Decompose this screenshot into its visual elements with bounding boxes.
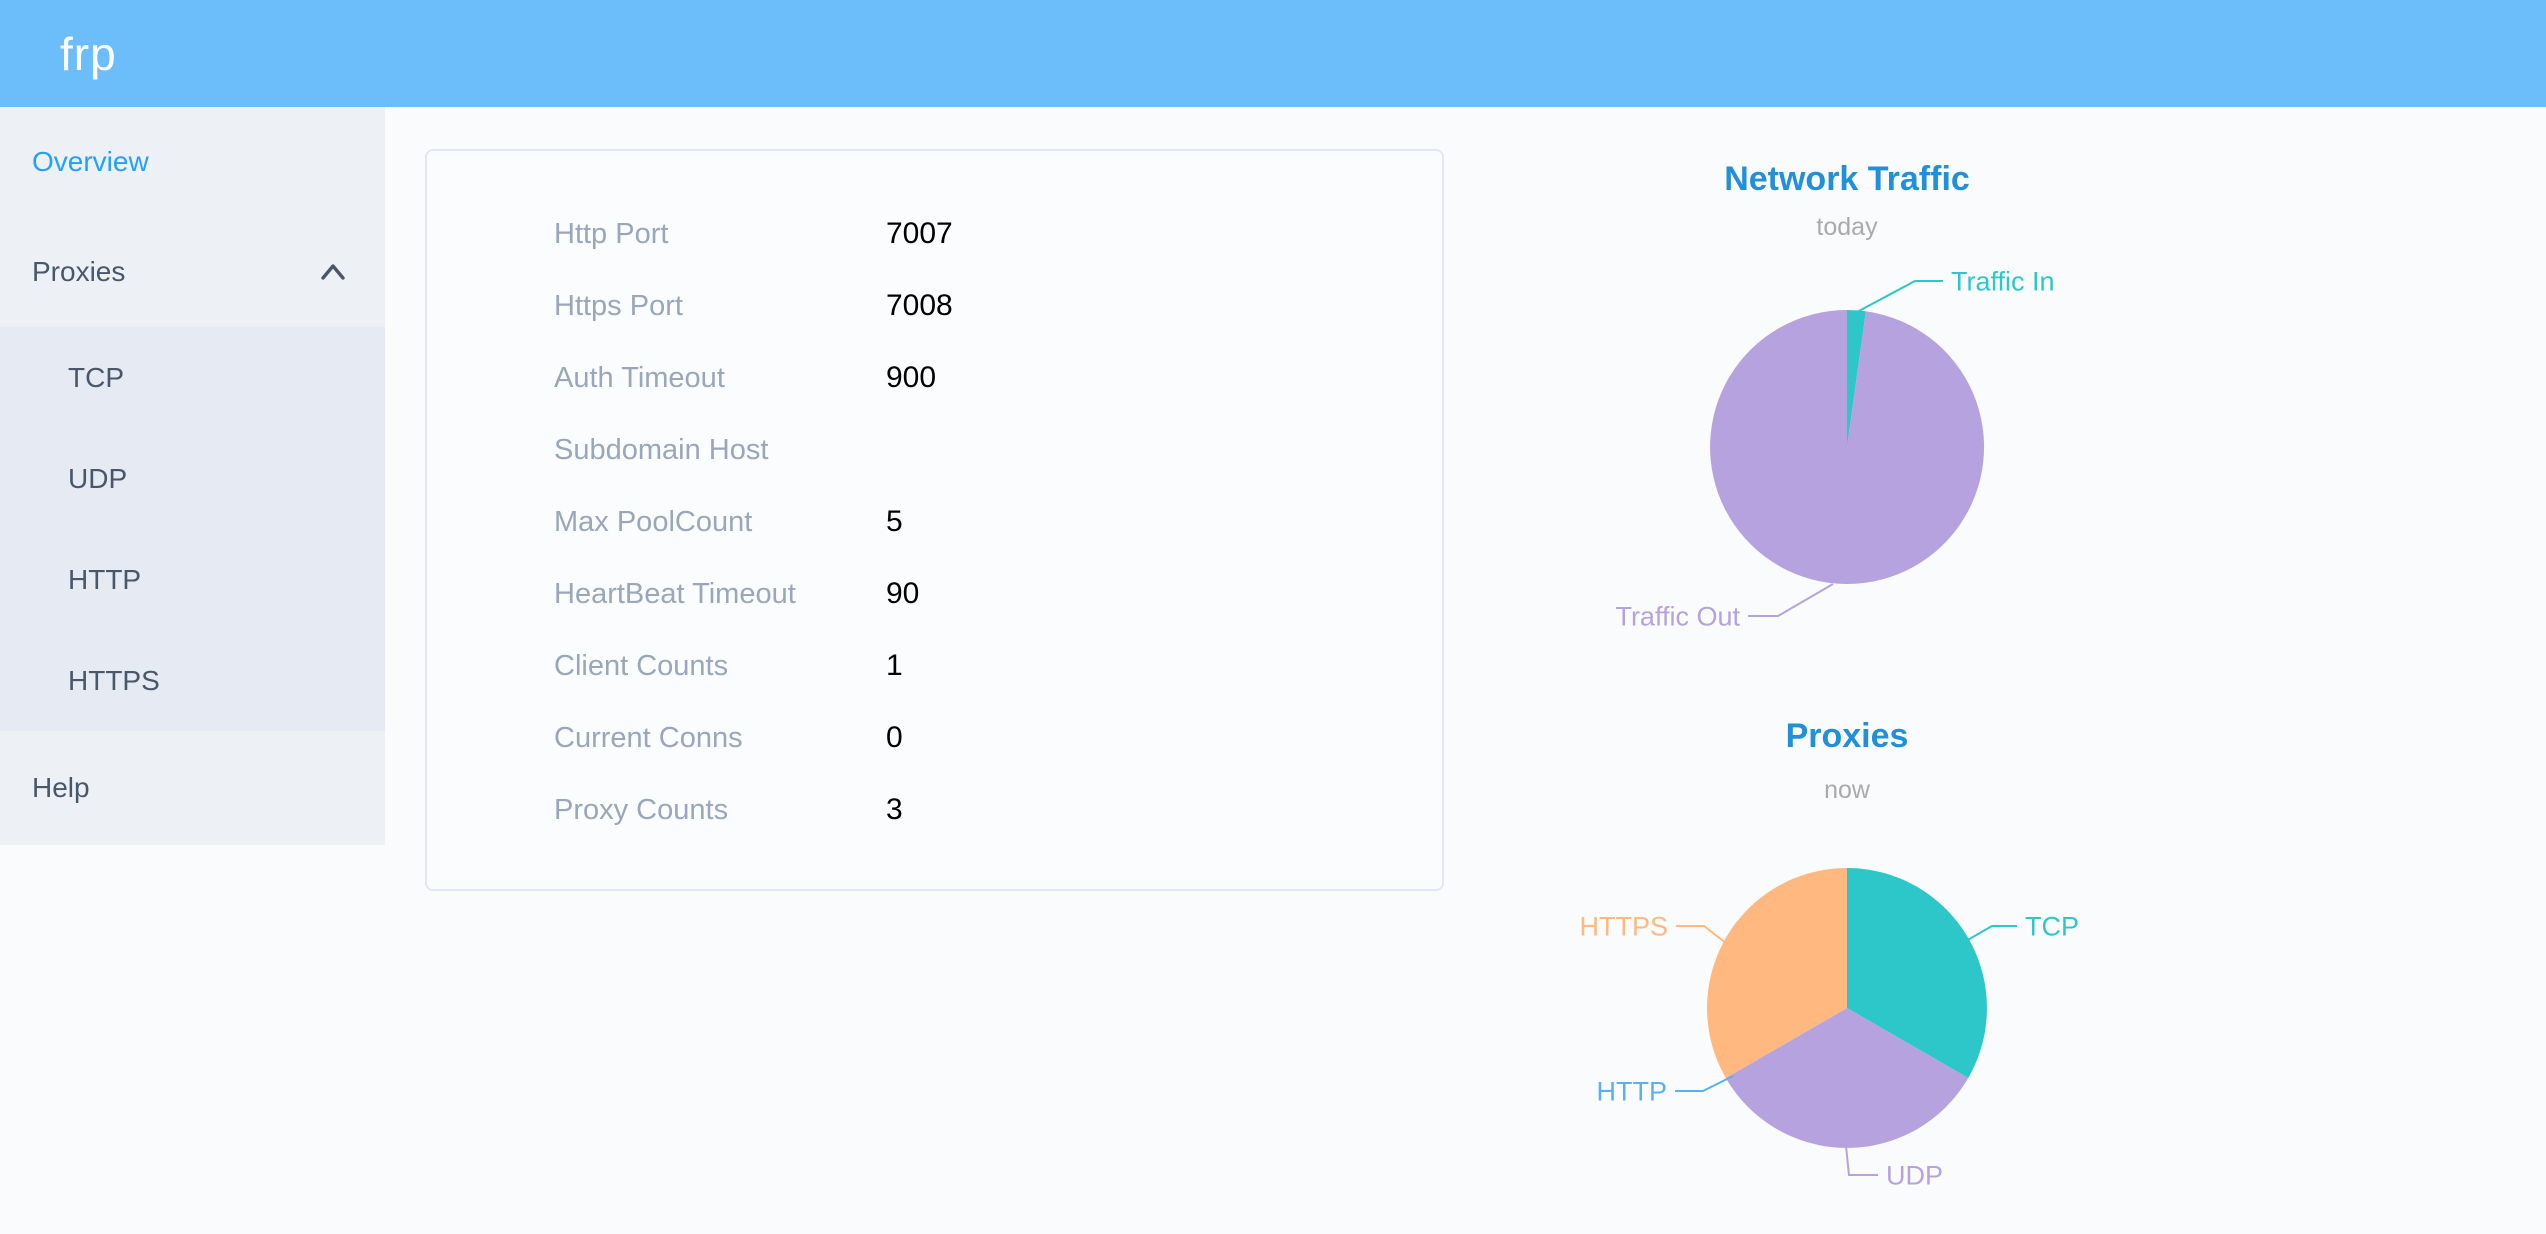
pie-label-traffic-in: Traffic In (1951, 266, 2055, 296)
row-value: 7007 (886, 217, 953, 250)
pie-label-http: HTTP (1597, 1076, 1668, 1106)
network-traffic-chart: Network Traffic today Traffic In Traffic Ou… (1615, 160, 2054, 631)
sidebar: Overview Proxies TCP UDP HTTP HTTPS Help (0, 107, 385, 845)
row-value: 5 (886, 505, 903, 538)
sidebar-item-proxies[interactable]: Proxies (0, 217, 385, 327)
table-row: Http Port 7007 (427, 198, 1442, 270)
sidebar-item-http[interactable]: HTTP (0, 529, 385, 630)
overview-panel-rows: Http Port 7007 Https Port 7008 Auth Time… (427, 151, 1442, 846)
table-row: Client Counts 1 (427, 630, 1442, 702)
table-row: Current Conns 0 (427, 702, 1442, 774)
sidebar-item-overview[interactable]: Overview (0, 107, 385, 217)
pie-label-traffic-out: Traffic Out (1615, 601, 1740, 631)
pie-label-line-tcp (1965, 925, 2017, 942)
pie-slice-traffic-in (1847, 309, 1866, 447)
row-label: Max PoolCount (554, 505, 753, 538)
row-label: Https Port (554, 289, 683, 322)
pie-label-line-http (1675, 1075, 1734, 1092)
row-value: 1 (886, 649, 903, 682)
row-label: Subdomain Host (554, 433, 769, 466)
row-label: Current Conns (554, 721, 743, 754)
overview-panel: Http Port 7007 Https Port 7008 Auth Time… (425, 149, 1444, 891)
pie-label-line-traffic-out (1748, 583, 1834, 617)
sidebar-item-label: Help (32, 772, 90, 803)
sidebar-item-label: Proxies (32, 256, 126, 287)
sidebar-item-udp[interactable]: UDP (0, 428, 385, 529)
row-value: 900 (886, 361, 937, 394)
row-label: Proxy Counts (554, 793, 729, 826)
row-value: 0 (886, 721, 903, 754)
chart-subtitle: today (1816, 213, 1878, 241)
pie-label-line-https (1676, 925, 1728, 945)
table-row: Auth Timeout 900 (427, 342, 1442, 414)
table-row: Subdomain Host (427, 414, 1442, 486)
table-row: HeartBeat Timeout 90 (427, 558, 1442, 630)
pie-label-https: HTTPS (1579, 911, 1668, 941)
pie-label-line-udp (1845, 1145, 1878, 1176)
sidebar-submenu-proxies: TCP UDP HTTP HTTPS (0, 327, 385, 731)
pie-slice-udp (1725, 1008, 1969, 1148)
table-row: Proxy Counts 3 (427, 774, 1442, 846)
chart-title: Proxies (1786, 717, 1909, 755)
table-row: Https Port 7008 (427, 270, 1442, 342)
proxies-chart: Proxies now TCP UDP HTTP HTTPS (1579, 717, 2079, 1190)
pie-slice-traffic-out (1710, 310, 1985, 584)
chart-subtitle: now (1824, 776, 1871, 804)
pie-label-tcp: TCP (2025, 911, 2079, 941)
app-header: frp (0, 0, 2546, 107)
sidebar-item-help[interactable]: Help (0, 731, 385, 845)
sidebar-item-https[interactable]: HTTPS (0, 630, 385, 731)
pie-label-udp: UDP (1886, 1160, 1943, 1190)
pie-slice-https (1707, 868, 1847, 1078)
sidebar-item-label: UDP (68, 462, 128, 494)
logo-text: frp (60, 27, 117, 80)
charts-canvas: Network Traffic today Traffic In Traffic Ou… (1579, 160, 2079, 1190)
row-label: Client Counts (554, 649, 729, 682)
row-label: Http Port (554, 217, 669, 250)
chart-title: Network Traffic (1724, 160, 1970, 198)
table-row: Max PoolCount 5 (427, 486, 1442, 558)
sidebar-item-label: HTTPS (68, 664, 160, 696)
sidebar-item-label: TCP (68, 361, 124, 393)
sidebar-item-label: HTTP (68, 563, 142, 595)
row-value: 7008 (886, 289, 953, 322)
row-label: Auth Timeout (554, 361, 725, 394)
row-value: 3 (886, 793, 903, 826)
sidebar-item-label: Overview (32, 146, 149, 177)
pie-slice-tcp (1847, 868, 1987, 1078)
sidebar-item-tcp[interactable]: TCP (0, 327, 385, 428)
chevron-up-icon (321, 264, 345, 280)
row-label: HeartBeat Timeout (554, 577, 796, 610)
pie-label-line-traffic-in (1856, 280, 1943, 313)
row-value: 90 (886, 577, 920, 610)
